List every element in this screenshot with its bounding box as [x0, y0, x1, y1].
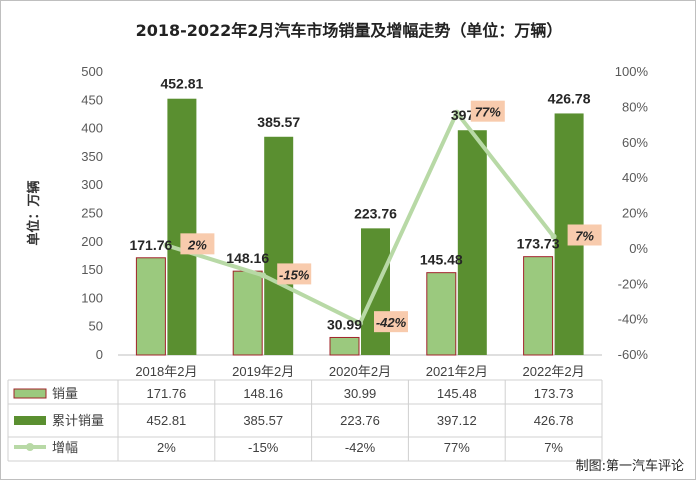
table-cell: 30.99	[344, 386, 377, 401]
table-cell: 223.76	[340, 413, 380, 428]
bar-sales-label: 148.16	[226, 250, 269, 266]
y-tick-label: 150	[81, 262, 103, 277]
growth-label-bg	[470, 100, 505, 122]
growth-label-bg	[374, 311, 408, 333]
bar-cumulative	[264, 136, 294, 355]
y-tick-label: 400	[81, 121, 103, 136]
bar-cumulative-label: 223.76	[354, 205, 397, 221]
bar-sales	[426, 272, 457, 356]
y-axis-label: 单位：万辆	[26, 180, 42, 245]
legend-label: 累计销量	[52, 414, 104, 429]
y2-tick-label: 0%	[629, 241, 648, 256]
legend-key-sales	[13, 388, 47, 399]
bar-cumulative-label: 385.57	[257, 114, 300, 130]
table-cell: 426.78	[534, 413, 574, 428]
y2-tick-label: -20%	[618, 276, 649, 291]
bar-cumulative	[457, 130, 487, 355]
bar-sales	[232, 270, 263, 356]
growth-label: 2%	[187, 237, 207, 252]
chart-credit: 制图:第一汽车评论	[576, 458, 684, 474]
bar-sales-label: 173.73	[517, 236, 560, 252]
growth-marker	[163, 242, 170, 249]
legend-key-growth-marker	[26, 443, 34, 451]
y-tick-label: 0	[96, 347, 103, 362]
x-tick-label: 2021年2月	[426, 364, 488, 379]
table-cell: 145.48	[437, 386, 477, 401]
y2-tick-label: -40%	[618, 312, 649, 327]
growth-marker	[357, 320, 363, 327]
growth-label: -15%	[279, 267, 310, 282]
table-cell: -15%	[248, 440, 279, 455]
table-cell: 148.16	[243, 386, 283, 401]
growth-label: 7%	[575, 228, 594, 243]
y2-tick-label: 80%	[622, 99, 648, 114]
growth-label-bg	[277, 263, 312, 285]
growth-marker	[550, 233, 557, 240]
bar-cumulative	[167, 98, 197, 356]
bar-sales	[329, 336, 360, 356]
legend-label: 销量	[52, 387, 78, 402]
table-cell: 397.12	[437, 413, 477, 428]
y-tick-label: 100	[81, 290, 103, 305]
x-tick-label: 2019年2月	[232, 364, 294, 379]
y-tick-label: 450	[81, 92, 103, 107]
legend-key-cumulative	[14, 416, 46, 425]
bar-sales-label: 145.48	[420, 252, 463, 268]
growth-label-bg	[567, 224, 602, 246]
x-tick-label: 2020年2月	[329, 364, 391, 379]
growth-marker	[260, 272, 267, 279]
growth-label-bg	[180, 233, 215, 255]
table-cell: 385.57	[243, 413, 283, 428]
y2-tick-label: 60%	[622, 135, 648, 150]
y2-tick-label: 20%	[622, 206, 648, 221]
bar-cumulative-label: 426.78	[548, 90, 591, 106]
y-tick-label: 350	[81, 149, 103, 164]
table-cell: 77%	[444, 440, 470, 455]
x-tick-label: 2018年2月	[135, 364, 197, 379]
growth-label: -42%	[376, 315, 407, 330]
y2-tick-label: 100%	[615, 64, 649, 79]
y2-tick-label: 40%	[622, 170, 648, 185]
bar-sales-label: 171.76	[129, 237, 172, 253]
table-cell: 7%	[544, 440, 563, 455]
y-tick-label: 300	[81, 177, 103, 192]
y-tick-label: 50	[89, 319, 103, 334]
table-cell: 2%	[157, 440, 176, 455]
growth-marker	[453, 109, 460, 116]
y-tick-label: 250	[81, 206, 103, 221]
bar-sales	[523, 256, 554, 356]
table-cell: 171.76	[147, 386, 187, 401]
growth-label: 77%	[475, 105, 501, 120]
chart-title: 2018-2022年2月汽车市场销量及增幅走势（单位：万辆）	[136, 21, 563, 40]
legend-label: 增幅	[52, 441, 78, 456]
bar-sales	[135, 257, 166, 356]
table-cell: -42%	[345, 440, 376, 455]
y2-tick-label: -60%	[618, 347, 649, 362]
bar-sales-label: 30.99	[327, 316, 362, 332]
y-tick-label: 500	[81, 64, 103, 79]
table-cell: 173.73	[534, 386, 574, 401]
y-tick-label: 200	[81, 234, 103, 249]
table-cell: 452.81	[147, 413, 187, 428]
x-tick-label: 2022年2月	[523, 364, 585, 379]
bar-cumulative-label: 452.81	[160, 76, 203, 92]
